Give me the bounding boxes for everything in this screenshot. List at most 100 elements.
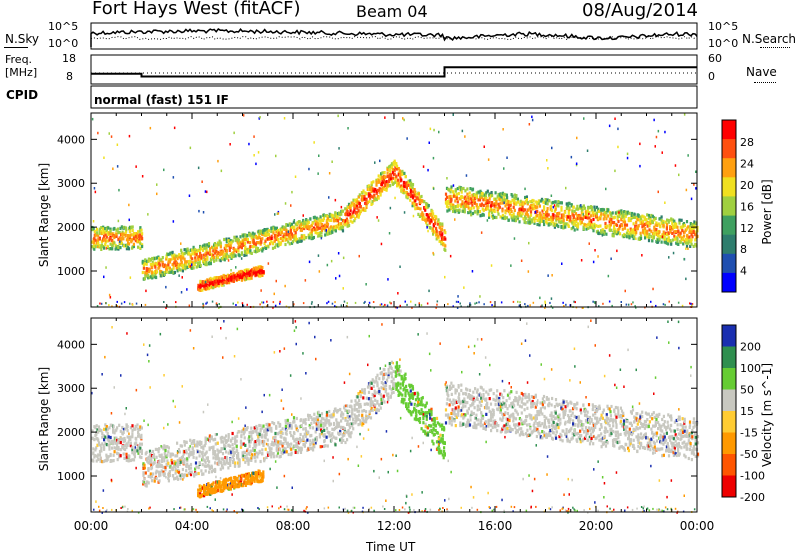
power-cell <box>488 200 491 204</box>
velocity-cell <box>304 434 308 438</box>
power-scatter-cell <box>376 216 378 219</box>
power-cell <box>155 262 158 267</box>
power-scatter-cell <box>147 213 149 216</box>
power-cell <box>597 209 601 213</box>
velocity-cell <box>259 424 262 428</box>
velocity-cell <box>283 450 286 454</box>
power-scatter-cell <box>308 167 310 171</box>
power-cell <box>477 210 480 214</box>
velocity-cell <box>183 440 186 444</box>
velocity-cell <box>194 467 197 471</box>
power-cell <box>512 205 515 209</box>
power-scatter-cell <box>546 159 548 162</box>
power-cell <box>411 195 415 199</box>
power-scatter-cell <box>96 245 99 249</box>
power-cell <box>491 203 495 207</box>
power-scatter-cell <box>255 162 257 166</box>
power-scatter-cell <box>156 183 158 186</box>
power-cell <box>517 215 520 219</box>
power-cell <box>496 209 499 213</box>
power-cell <box>257 233 260 237</box>
power-cell <box>607 214 610 218</box>
power-cell <box>467 206 470 210</box>
power-cell <box>93 241 96 245</box>
power-cell <box>418 214 421 218</box>
velocity-cell <box>171 474 175 478</box>
power-cell <box>652 236 655 240</box>
power-cell <box>232 279 235 283</box>
velocity-cell <box>173 464 176 468</box>
velocity-cell <box>182 475 185 479</box>
power-cell <box>366 201 369 205</box>
power-cell <box>261 237 264 241</box>
power-cell <box>574 212 578 216</box>
power-cell <box>369 186 372 190</box>
power-cell <box>313 215 316 219</box>
velocity-cell <box>139 435 142 439</box>
velocity-cell <box>158 461 161 465</box>
power-cell <box>660 240 663 244</box>
power-ground-cell <box>655 304 657 307</box>
power-cell <box>499 215 502 219</box>
power-cell <box>131 233 134 237</box>
power-cell <box>454 199 457 203</box>
power-cell <box>383 187 386 191</box>
power-cell <box>340 212 343 216</box>
velocity-cell <box>173 477 176 481</box>
velocity-cell <box>323 433 326 437</box>
velocity-cell <box>124 444 127 448</box>
power-cell <box>656 223 659 227</box>
velocity-cell <box>266 451 269 455</box>
power-cell <box>226 280 230 284</box>
power-cell <box>123 244 126 248</box>
power-cell <box>675 235 678 239</box>
power-cell <box>609 223 612 227</box>
power-cell <box>581 211 584 215</box>
power-cell <box>218 275 222 280</box>
velocity-cell <box>129 444 132 448</box>
velocity-cell <box>117 438 120 442</box>
power-cell <box>520 208 523 212</box>
power-scatter-cell <box>284 202 287 205</box>
velocity-cell <box>323 439 326 443</box>
power-ground-cell <box>175 301 177 304</box>
velocity-cell <box>164 468 167 472</box>
power-cell <box>391 176 394 180</box>
velocity-cell <box>161 459 164 463</box>
velocity-cell <box>313 417 316 421</box>
power-cell <box>604 221 607 226</box>
power-cell <box>317 217 320 221</box>
velocity-cell <box>293 420 296 424</box>
velocity-cell <box>224 456 227 460</box>
power-cell <box>427 204 430 208</box>
power-cell <box>560 213 563 217</box>
power-cell <box>381 180 384 184</box>
power-cell <box>111 247 114 251</box>
velocity-cell <box>95 424 98 428</box>
power-cell <box>590 208 593 212</box>
velocity-cell <box>150 475 154 479</box>
velocity-cell <box>325 413 329 417</box>
velocity-cell <box>115 447 118 451</box>
power-scatter-cell <box>181 276 183 279</box>
power-cell <box>595 213 598 218</box>
power-cell <box>205 261 208 265</box>
power-cell <box>403 171 406 175</box>
power-cell <box>432 230 435 234</box>
power-cell <box>181 252 184 256</box>
power-scatter-cell <box>601 234 604 237</box>
power-cell <box>131 238 134 242</box>
power-cell <box>591 211 594 215</box>
power-cell <box>501 213 504 217</box>
power-cell <box>104 230 107 234</box>
velocity-cell <box>288 423 291 427</box>
power-ground-cell <box>188 304 191 307</box>
power-cell <box>647 236 651 240</box>
power-cell <box>531 207 534 211</box>
power-cell <box>253 241 256 245</box>
velocity-cell <box>277 440 280 444</box>
velocity-cell <box>128 458 131 462</box>
power-cell <box>647 213 651 218</box>
power-cell <box>462 186 465 191</box>
velocity-cell <box>319 445 322 449</box>
